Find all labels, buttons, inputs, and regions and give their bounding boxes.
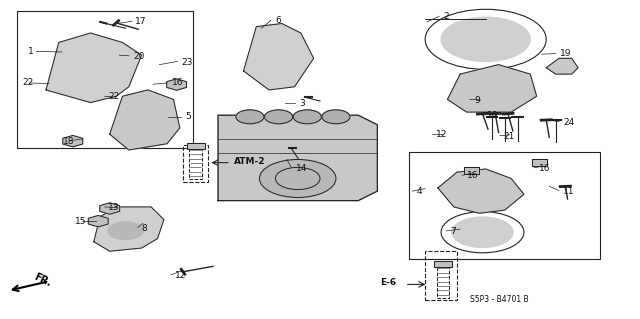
Text: 24: 24: [563, 118, 575, 127]
Polygon shape: [109, 90, 180, 150]
Bar: [436, 262, 449, 298]
Text: 8: 8: [141, 224, 147, 233]
Circle shape: [264, 110, 292, 124]
Bar: [425, 251, 457, 300]
Text: 22: 22: [22, 78, 34, 87]
Text: 18: 18: [63, 137, 75, 146]
Bar: [17, 11, 193, 148]
Text: 14: 14: [296, 164, 307, 173]
Text: E-6: E-6: [381, 278, 397, 287]
Text: 10: 10: [487, 111, 499, 120]
Bar: [189, 143, 202, 179]
Polygon shape: [94, 207, 164, 251]
Text: 1: 1: [28, 47, 34, 56]
Text: ATM-2: ATM-2: [234, 157, 266, 166]
Text: 20: 20: [133, 52, 145, 61]
Polygon shape: [546, 58, 578, 74]
Text: 3: 3: [299, 99, 305, 108]
Text: 21: 21: [504, 132, 515, 141]
Text: 22: 22: [108, 92, 120, 101]
Bar: [464, 167, 479, 174]
Text: 7: 7: [451, 227, 456, 236]
Text: 4: 4: [417, 187, 422, 196]
Text: FR.: FR.: [32, 272, 52, 289]
Text: 2: 2: [444, 12, 449, 21]
Text: 19: 19: [560, 49, 572, 58]
Circle shape: [108, 222, 143, 240]
Text: 11: 11: [563, 187, 575, 196]
Text: 5: 5: [185, 112, 191, 121]
Text: 12: 12: [436, 130, 447, 139]
Circle shape: [236, 110, 264, 124]
Bar: [409, 152, 600, 259]
Text: 16: 16: [539, 164, 550, 173]
Polygon shape: [46, 33, 141, 103]
Polygon shape: [438, 169, 524, 213]
Bar: [434, 262, 452, 267]
Text: 15: 15: [75, 217, 86, 226]
Text: 12: 12: [175, 271, 186, 280]
Bar: [532, 159, 547, 167]
Text: S5P3 - B4701 B: S5P3 - B4701 B: [470, 295, 529, 304]
Circle shape: [259, 160, 336, 197]
Polygon shape: [244, 24, 314, 90]
Text: 9: 9: [474, 96, 480, 105]
Bar: [187, 143, 205, 149]
Text: 17: 17: [135, 17, 147, 26]
Polygon shape: [218, 115, 378, 201]
Bar: [187, 143, 205, 149]
Bar: [183, 145, 209, 182]
Bar: [434, 262, 452, 267]
Circle shape: [293, 110, 321, 124]
Circle shape: [322, 110, 350, 124]
Text: 23: 23: [182, 58, 193, 67]
Text: 13: 13: [108, 203, 120, 212]
Text: 16: 16: [467, 171, 478, 181]
Text: 16: 16: [172, 78, 183, 87]
Circle shape: [452, 217, 513, 248]
Circle shape: [441, 17, 531, 62]
Polygon shape: [447, 65, 537, 112]
Bar: [464, 167, 479, 174]
Text: 6: 6: [275, 16, 281, 25]
Bar: [532, 159, 547, 167]
